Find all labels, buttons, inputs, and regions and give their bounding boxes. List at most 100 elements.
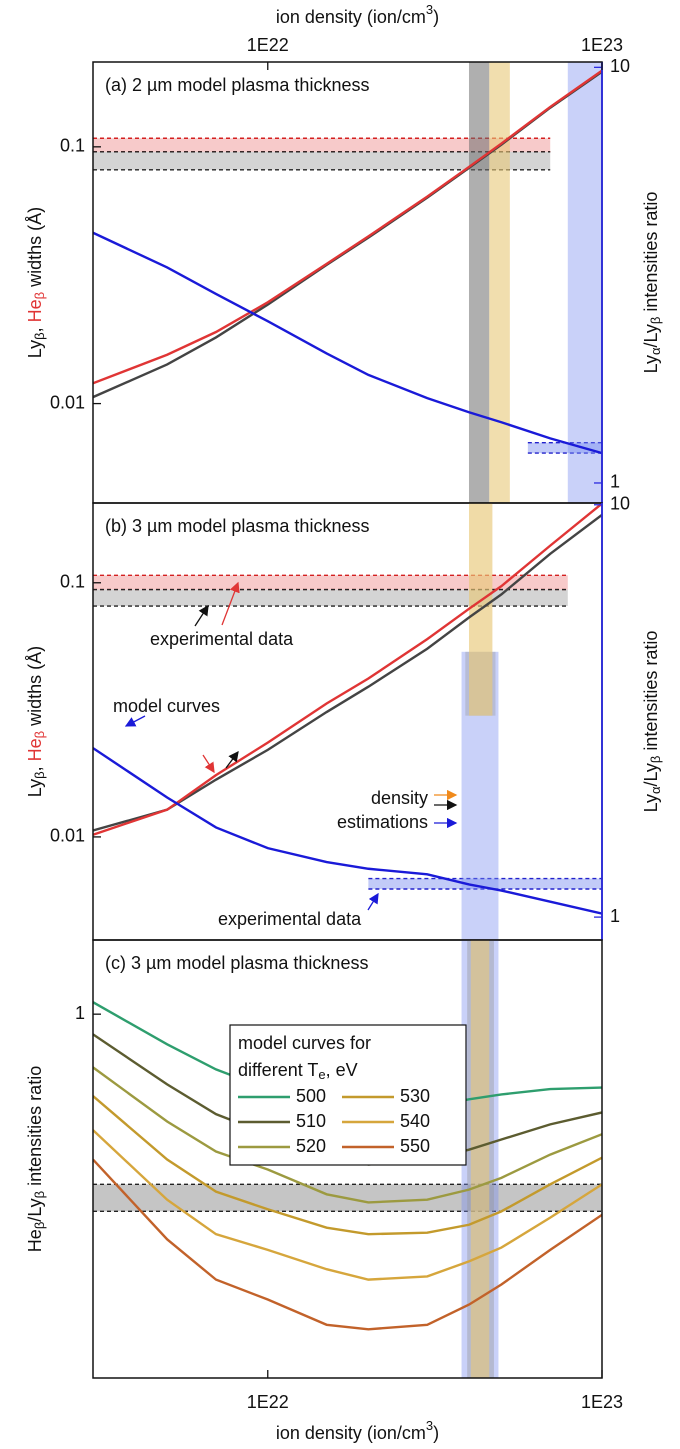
axis-label: Lyβ, Heβ widths (Å) [25,207,48,358]
label-part: β [32,1222,47,1229]
arrow [221,581,240,626]
label-part: ) [433,7,439,27]
annotation: model curves [113,696,220,716]
frame [92,939,603,1379]
label-part: intensities ratio [25,1066,45,1191]
label-part: ) [433,1423,439,1443]
label-part: /Ly [25,1198,45,1221]
label-part: e [318,1067,325,1082]
legend-label: 520 [296,1136,326,1156]
label-part: /Ly [641,763,661,786]
x-tick-label: 1E23 [581,1392,623,1412]
axis-label: ion density (ion/cm3) [276,1418,439,1442]
legend-label: 540 [400,1111,430,1131]
panel-title: (a) 2 µm model plasma thickness [105,75,369,95]
label-part: Ly [25,779,45,797]
series-line [93,513,602,832]
panel-title: (c) 3 µm model plasma thickness [105,953,368,973]
label-part: different T [238,1060,318,1080]
axis-label: Lyα/Lyβ intensities ratio [641,192,664,374]
annotation: estimations [337,812,428,832]
label-part: β [32,1191,47,1198]
y2-tick-label: 10 [610,56,630,76]
label-part: widths (Å) [25,207,45,292]
label-part: , [25,761,45,771]
band [470,940,490,1378]
plot-area [93,62,602,503]
band [567,62,602,503]
plot-area [93,503,602,940]
legend-title: different Te, eV [238,1060,358,1083]
label-part: He [25,738,45,761]
label-part: β [648,317,663,324]
arrow [124,715,146,727]
label-part: Ly [641,355,661,373]
label-part: He [25,1229,45,1252]
band [93,138,551,152]
label-part: β [648,756,663,763]
series-line [93,1066,602,1204]
y-tick-label: 0.01 [50,392,85,412]
arrow [194,604,209,627]
series-line [93,1095,602,1236]
band [527,442,602,454]
frame [92,61,603,504]
label-part: β [32,731,47,738]
panel-title: (b) 3 µm model plasma thickness [105,516,369,536]
y-tick-label: 0.01 [50,826,85,846]
arrow [367,892,379,911]
label-part: ion density (ion/cm [276,1423,426,1443]
series-line [93,70,602,399]
x-tick-label: 1E22 [247,35,289,55]
series-line [93,747,602,915]
axis-label: Heβ/Lyβ intensities ratio [25,1066,48,1252]
panel: 1 1E22 1E23 ion density (ion/cm3) (c) 3 µm m… [25,939,623,1443]
label-part: α [648,347,663,355]
band [93,151,551,170]
x-tick-label: 1E23 [581,35,623,55]
band [468,62,490,503]
band [93,589,568,607]
x-tick-label: 1E22 [247,1392,289,1412]
panel: 0.01 0.1 1 10 (b) 3 µm model plasma thicknes… [25,494,663,941]
label-part: He [25,299,45,322]
annotation: experimental data [150,629,294,649]
label-part: intensities ratio [641,192,661,317]
band [368,878,602,889]
annotation: density [371,788,428,808]
arrow [202,754,215,774]
band [489,62,510,503]
band [93,575,568,590]
y2-tick-label: 1 [610,906,620,926]
y-tick-label: 0.1 [60,136,85,156]
frame [92,502,603,941]
annotation: experimental data [218,909,362,929]
label-part: /Ly [641,324,661,347]
axis-label: ion density (ion/cm3) [276,2,439,26]
legend-label: 510 [296,1111,326,1131]
y2-tick-label: 1 [610,472,620,492]
legend-title: model curves for [238,1033,371,1053]
y2-tick-label: 10 [610,494,630,514]
legend-box [229,1024,467,1166]
y-tick-label: 1 [75,1003,85,1023]
label-part: , [25,322,45,332]
legend-label: 530 [400,1086,430,1106]
label-part: α [648,786,663,794]
y-tick-label: 0.1 [60,572,85,592]
series-line [93,231,602,455]
series-line [93,503,602,836]
axis-label: Lyβ, Heβ widths (Å) [25,646,48,797]
annotations: experimental data model curves density e… [113,581,458,929]
label-part: β [32,332,47,339]
label-part: Ly [641,794,661,812]
arrow [225,750,239,769]
series-line [93,1129,602,1281]
label-part: Ly [25,340,45,358]
label-part: widths (Å) [25,646,45,731]
label-part: , eV [326,1060,358,1080]
legend-label: 550 [400,1136,430,1156]
